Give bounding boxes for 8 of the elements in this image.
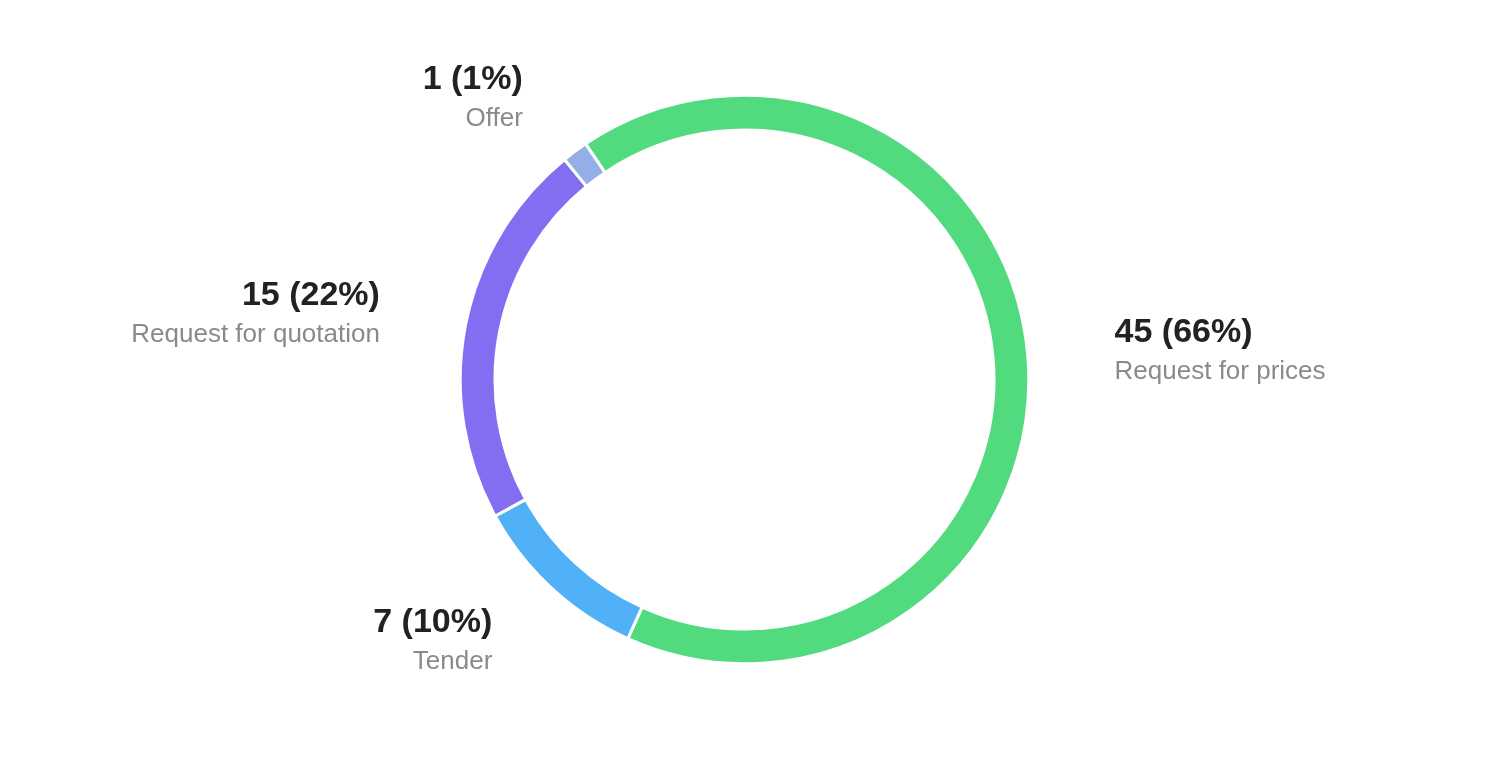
slice-label: Tender <box>412 645 493 676</box>
data-label: 7 (10%) <box>373 601 493 640</box>
slice-label: Offer <box>465 101 524 132</box>
slice-label: Request for prices <box>1114 355 1326 386</box>
data-label: 1 (1%) <box>422 57 523 96</box>
data-label: 15 (22%) <box>241 274 380 312</box>
slice-label: Request for quotation <box>131 318 380 348</box>
data-label: 45 (66%) <box>1114 311 1253 350</box>
